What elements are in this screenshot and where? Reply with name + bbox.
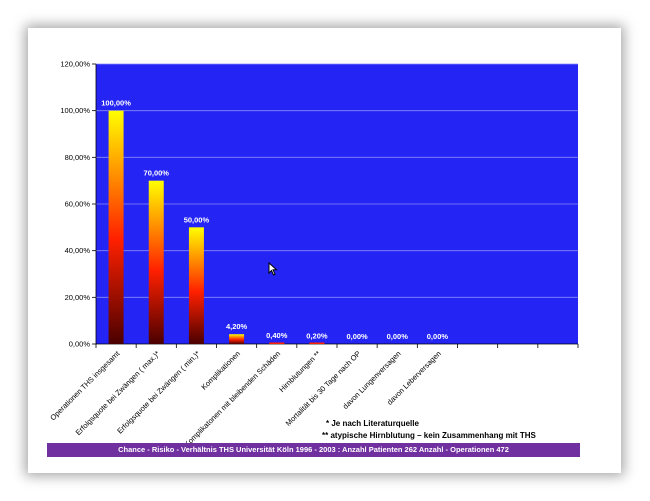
summary-banner: Chance - Risiko - Verhältnis THS Univers… bbox=[47, 443, 580, 457]
bar-stub bbox=[309, 342, 325, 344]
category-label: Erfolgsquote bei Zwängen ( min.)* bbox=[115, 349, 202, 436]
bar bbox=[229, 334, 245, 344]
y-tick-label: 0,00% bbox=[69, 340, 91, 349]
data-label: 100,00% bbox=[101, 99, 131, 108]
footnote-literature: * Je nach Literaturquelle bbox=[326, 419, 419, 428]
mouse-pointer-icon bbox=[268, 262, 278, 276]
bar bbox=[148, 180, 164, 344]
data-label: 0,00% bbox=[387, 332, 409, 341]
category-label: Operationen THS insgesamt bbox=[48, 348, 122, 422]
y-tick-label: 120,00% bbox=[60, 60, 90, 69]
data-label: 50,00% bbox=[184, 215, 210, 224]
category-label: Hirnblutungen ** bbox=[277, 349, 322, 394]
y-tick-label: 60,00% bbox=[65, 200, 91, 209]
y-tick-label: 80,00% bbox=[65, 153, 91, 162]
footnote-hemorrhage: ** atypische Hirnblutung – kein Zusammen… bbox=[322, 431, 536, 440]
category-label: Komplikationen bbox=[199, 349, 242, 392]
y-tick-label: 40,00% bbox=[65, 246, 91, 255]
bar bbox=[108, 110, 124, 345]
bar bbox=[188, 227, 204, 344]
data-label: 70,00% bbox=[144, 169, 170, 178]
category-label: Erfolgsquote bei Zwängen ( max.)* bbox=[74, 349, 162, 437]
data-label: 0,40% bbox=[266, 331, 288, 340]
data-label: 0,20% bbox=[306, 332, 328, 341]
data-label: 0,00% bbox=[427, 332, 449, 341]
data-label: 4,20% bbox=[226, 322, 248, 331]
y-tick-label: 20,00% bbox=[65, 293, 91, 302]
category-label: Mortalität bis 30 Tage nach OP bbox=[284, 349, 363, 428]
bar-stub bbox=[269, 342, 285, 344]
data-label: 0,00% bbox=[346, 332, 368, 341]
y-tick-label: 100,00% bbox=[60, 106, 90, 115]
